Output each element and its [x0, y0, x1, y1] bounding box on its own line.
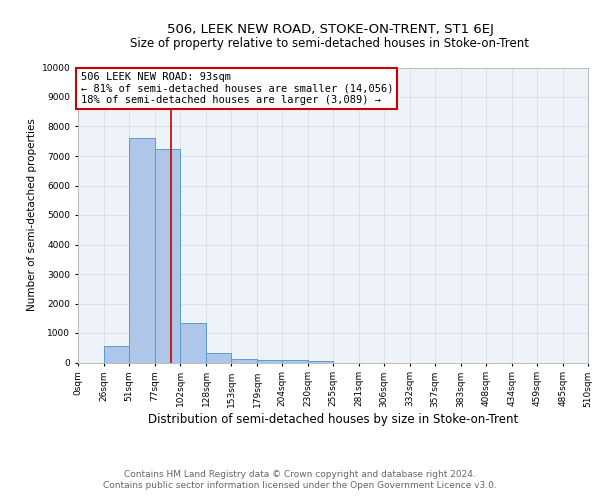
Bar — [206, 353, 231, 362]
Bar — [308, 361, 333, 362]
Bar — [129, 138, 155, 362]
Text: 506, LEEK NEW ROAD, STOKE-ON-TRENT, ST1 6EJ: 506, LEEK NEW ROAD, STOKE-ON-TRENT, ST1 … — [167, 22, 493, 36]
Bar — [180, 322, 206, 362]
Bar — [282, 360, 308, 362]
Bar — [257, 360, 282, 362]
Text: Contains public sector information licensed under the Open Government Licence v3: Contains public sector information licen… — [103, 481, 497, 490]
Text: 506 LEEK NEW ROAD: 93sqm
← 81% of semi-detached houses are smaller (14,056)
18% : 506 LEEK NEW ROAD: 93sqm ← 81% of semi-d… — [80, 72, 393, 105]
Text: Size of property relative to semi-detached houses in Stoke-on-Trent: Size of property relative to semi-detach… — [131, 38, 530, 51]
Y-axis label: Number of semi-detached properties: Number of semi-detached properties — [28, 118, 37, 312]
Bar — [104, 346, 129, 362]
Bar — [231, 358, 257, 362]
X-axis label: Distribution of semi-detached houses by size in Stoke-on-Trent: Distribution of semi-detached houses by … — [148, 414, 518, 426]
Bar — [155, 148, 180, 362]
Text: Contains HM Land Registry data © Crown copyright and database right 2024.: Contains HM Land Registry data © Crown c… — [124, 470, 476, 479]
